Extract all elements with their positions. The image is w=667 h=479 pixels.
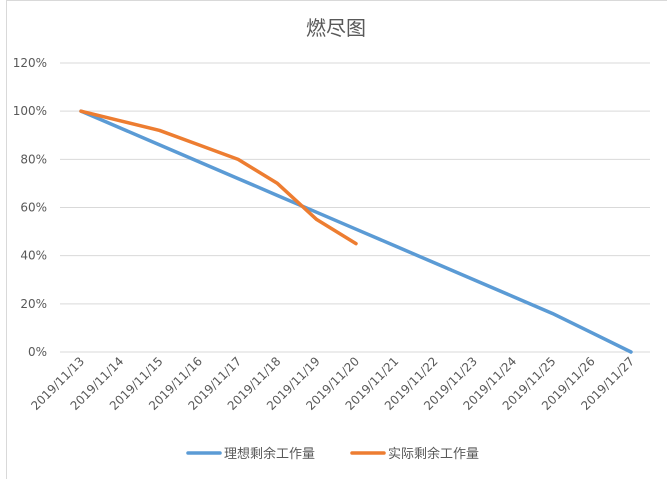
- series-line: [79, 109, 358, 246]
- y-tick-label: 60%: [20, 201, 47, 215]
- y-tick-label: 120%: [13, 56, 47, 70]
- y-axis-ticks: 0% 20% 40% 60% 80% 100% 120%: [13, 56, 47, 359]
- chart-title: 燃尽图: [306, 16, 366, 40]
- top-frame-line: [6, 0, 667, 1]
- y-tick-label: 0%: [28, 345, 47, 359]
- y-tick-label: 80%: [20, 152, 47, 166]
- left-frame-line: [6, 0, 7, 479]
- series-line: [79, 109, 633, 354]
- series-lines: [79, 109, 633, 354]
- y-tick-label: 100%: [13, 104, 47, 118]
- legend-label: 实际剩余工作量: [388, 446, 479, 462]
- legend: 理想剩余工作量 实际剩余工作量: [186, 446, 479, 462]
- gridlines: [60, 62, 650, 353]
- x-axis-ticks: 2019/11/132019/11/142019/11/152019/11/16…: [28, 354, 637, 413]
- legend-label: 理想剩余工作量: [224, 446, 315, 462]
- y-tick-label: 20%: [20, 297, 47, 311]
- y-tick-label: 40%: [20, 249, 47, 263]
